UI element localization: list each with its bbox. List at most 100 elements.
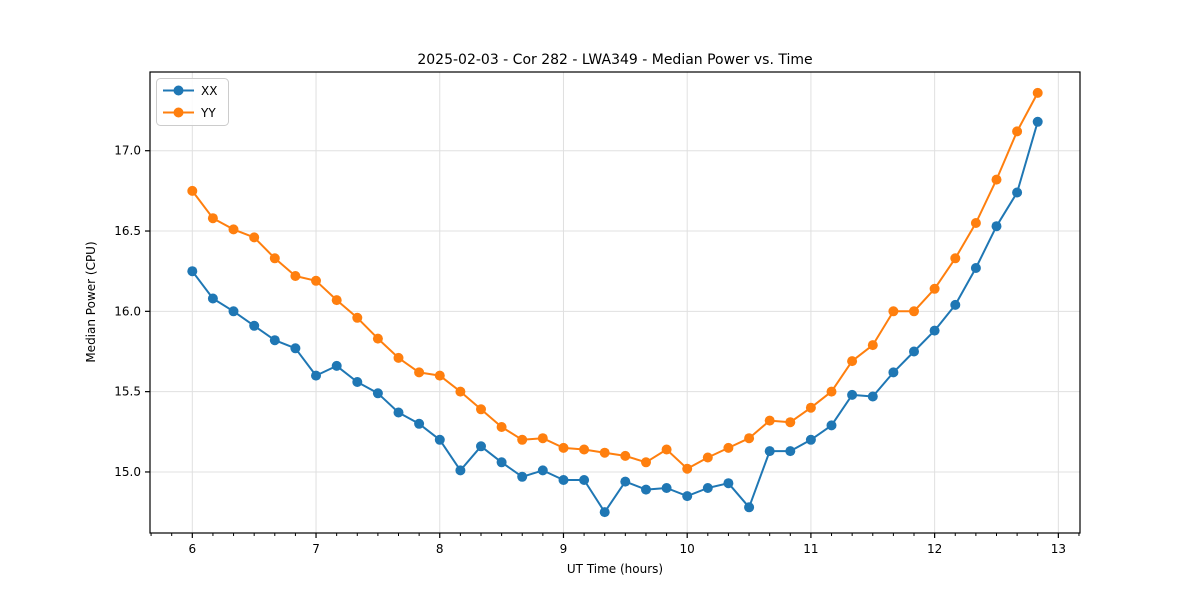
legend-label-XX: XX (201, 84, 217, 98)
data-point-YY (455, 386, 466, 397)
data-point-YY (579, 444, 590, 455)
tick-layer: 6 7 8 9 10 11 12 13 15.0 15.5 16.0 16.5 17.0 (114, 144, 1080, 556)
data-point-XX (352, 377, 363, 387)
data-point-YY (702, 452, 713, 463)
data-point-YY (744, 433, 755, 444)
data-point-YY (764, 415, 775, 426)
x-tick-label: 13 (1051, 542, 1066, 556)
data-point-XX (558, 475, 569, 485)
data-point-YY (290, 271, 301, 281)
data-point-XX (847, 389, 858, 400)
data-point-YY (909, 306, 919, 317)
x-tick-label: 8 (436, 542, 444, 556)
data-point-XX (867, 391, 878, 402)
data-point-XX (620, 476, 631, 487)
data-point-XX (331, 360, 342, 371)
y-tick-label: 16.0 (114, 304, 141, 318)
data-point-YY (641, 457, 651, 468)
data-point-XX (434, 434, 445, 445)
x-tick-label: 7 (312, 542, 320, 556)
data-point-XX (1012, 187, 1023, 198)
x-tick-label: 10 (680, 542, 695, 556)
data-point-YY (352, 312, 363, 323)
data-point-XX (372, 388, 383, 399)
data-point-YY (537, 433, 548, 444)
data-point-XX (496, 457, 507, 468)
x-tick-label: 9 (560, 542, 568, 556)
data-point-XX (1032, 116, 1043, 127)
chart-title: 2025-02-03 - Cor 282 - LWA349 - Median P… (417, 52, 812, 68)
data-point-XX (290, 343, 301, 354)
data-point-XX (269, 335, 280, 346)
data-point-YY (207, 213, 218, 224)
x-axis-label: UT Time (hours) (567, 562, 663, 576)
data-point-YY (826, 386, 837, 397)
x-tick-label: 11 (803, 542, 818, 556)
data-point-YY (805, 402, 816, 413)
data-point-YY (785, 417, 796, 428)
data-point-YY (228, 224, 239, 235)
y-axis-label: Median Power (CPU) (84, 241, 98, 362)
data-point-XX (228, 306, 239, 317)
data-point-YY (1032, 87, 1043, 98)
data-point-XX (476, 441, 486, 452)
y-tick-label: 15.5 (114, 385, 141, 399)
data-point-YY (434, 370, 445, 381)
data-point-YY (970, 218, 981, 228)
data-point-XX (414, 418, 425, 429)
data-point-XX (311, 370, 321, 381)
data-point-XX (249, 320, 260, 331)
y-tick-label: 16.5 (114, 224, 141, 238)
data-point-YY (372, 333, 383, 344)
legend-box (156, 78, 229, 126)
data-point-XX (950, 299, 961, 310)
data-point-YY (847, 356, 858, 367)
data-point-XX (702, 483, 713, 493)
data-point-XX (744, 502, 755, 513)
data-point-XX (682, 491, 693, 502)
data-point-XX (991, 221, 1002, 232)
x-tick-label: 6 (188, 542, 196, 556)
data-point-XX (805, 434, 816, 445)
legend-marker-sample (173, 85, 184, 96)
data-point-YY (249, 232, 260, 243)
x-tick-label: 12 (927, 542, 942, 556)
data-point-YY (558, 442, 569, 453)
data-point-YY (682, 463, 693, 474)
data-point-YY (311, 275, 321, 286)
data-point-YY (599, 447, 610, 458)
y-tick-label: 17.0 (114, 144, 141, 158)
data-point-YY (991, 174, 1002, 185)
data-point-YY (331, 295, 342, 306)
data-point-YY (1012, 126, 1023, 137)
series-layer (187, 87, 1043, 518)
data-point-YY (414, 367, 425, 378)
data-point-YY (723, 442, 734, 453)
data-point-XX (826, 420, 837, 431)
legend: XX YY (156, 78, 229, 126)
data-point-XX (641, 484, 651, 495)
data-point-YY (888, 306, 899, 317)
data-point-XX (909, 346, 919, 357)
data-point-XX (599, 507, 610, 518)
legend-marker-sample (173, 107, 184, 118)
data-point-XX (537, 465, 548, 476)
data-point-XX (393, 407, 404, 418)
data-point-YY (269, 253, 280, 264)
data-point-XX (207, 293, 218, 304)
data-point-XX (785, 446, 796, 457)
data-point-YY (950, 253, 961, 264)
plot-border (149, 71, 1081, 534)
data-point-YY (620, 450, 631, 461)
data-point-YY (929, 283, 940, 294)
data-point-XX (455, 465, 466, 476)
data-point-XX (929, 325, 940, 336)
data-point-XX (723, 478, 734, 489)
spine-layer (149, 71, 1081, 534)
data-point-XX (970, 263, 981, 273)
data-point-YY (661, 444, 672, 455)
data-point-YY (187, 185, 198, 196)
data-point-YY (867, 340, 878, 351)
